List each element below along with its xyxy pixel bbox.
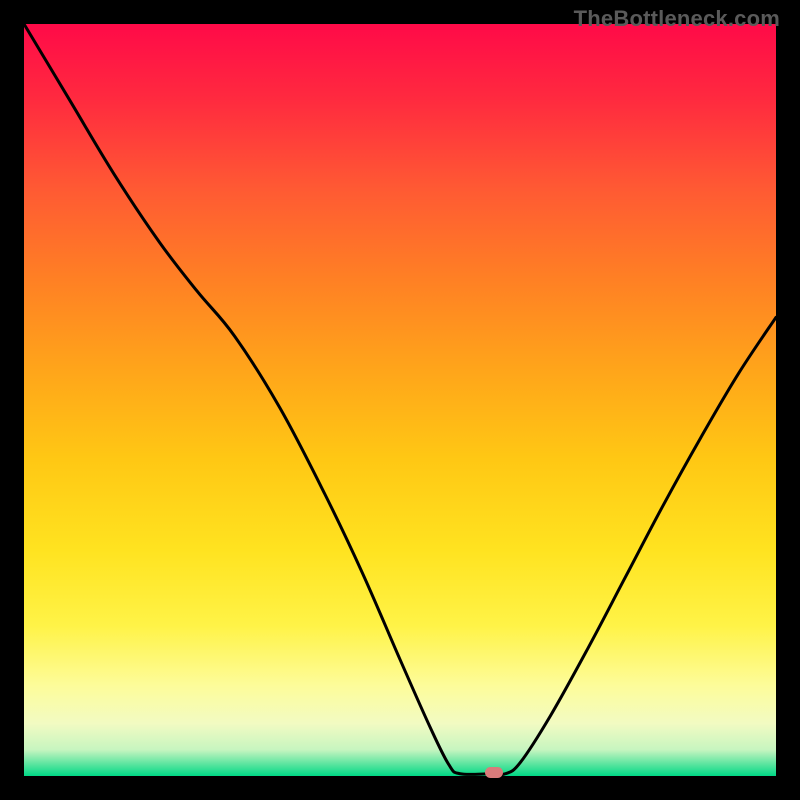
chart-container: TheBottleneck.com — [0, 0, 800, 800]
plot-area — [24, 24, 776, 776]
bottleneck-curve — [24, 24, 776, 776]
optimal-marker — [485, 767, 503, 778]
watermark-text: TheBottleneck.com — [574, 6, 780, 32]
